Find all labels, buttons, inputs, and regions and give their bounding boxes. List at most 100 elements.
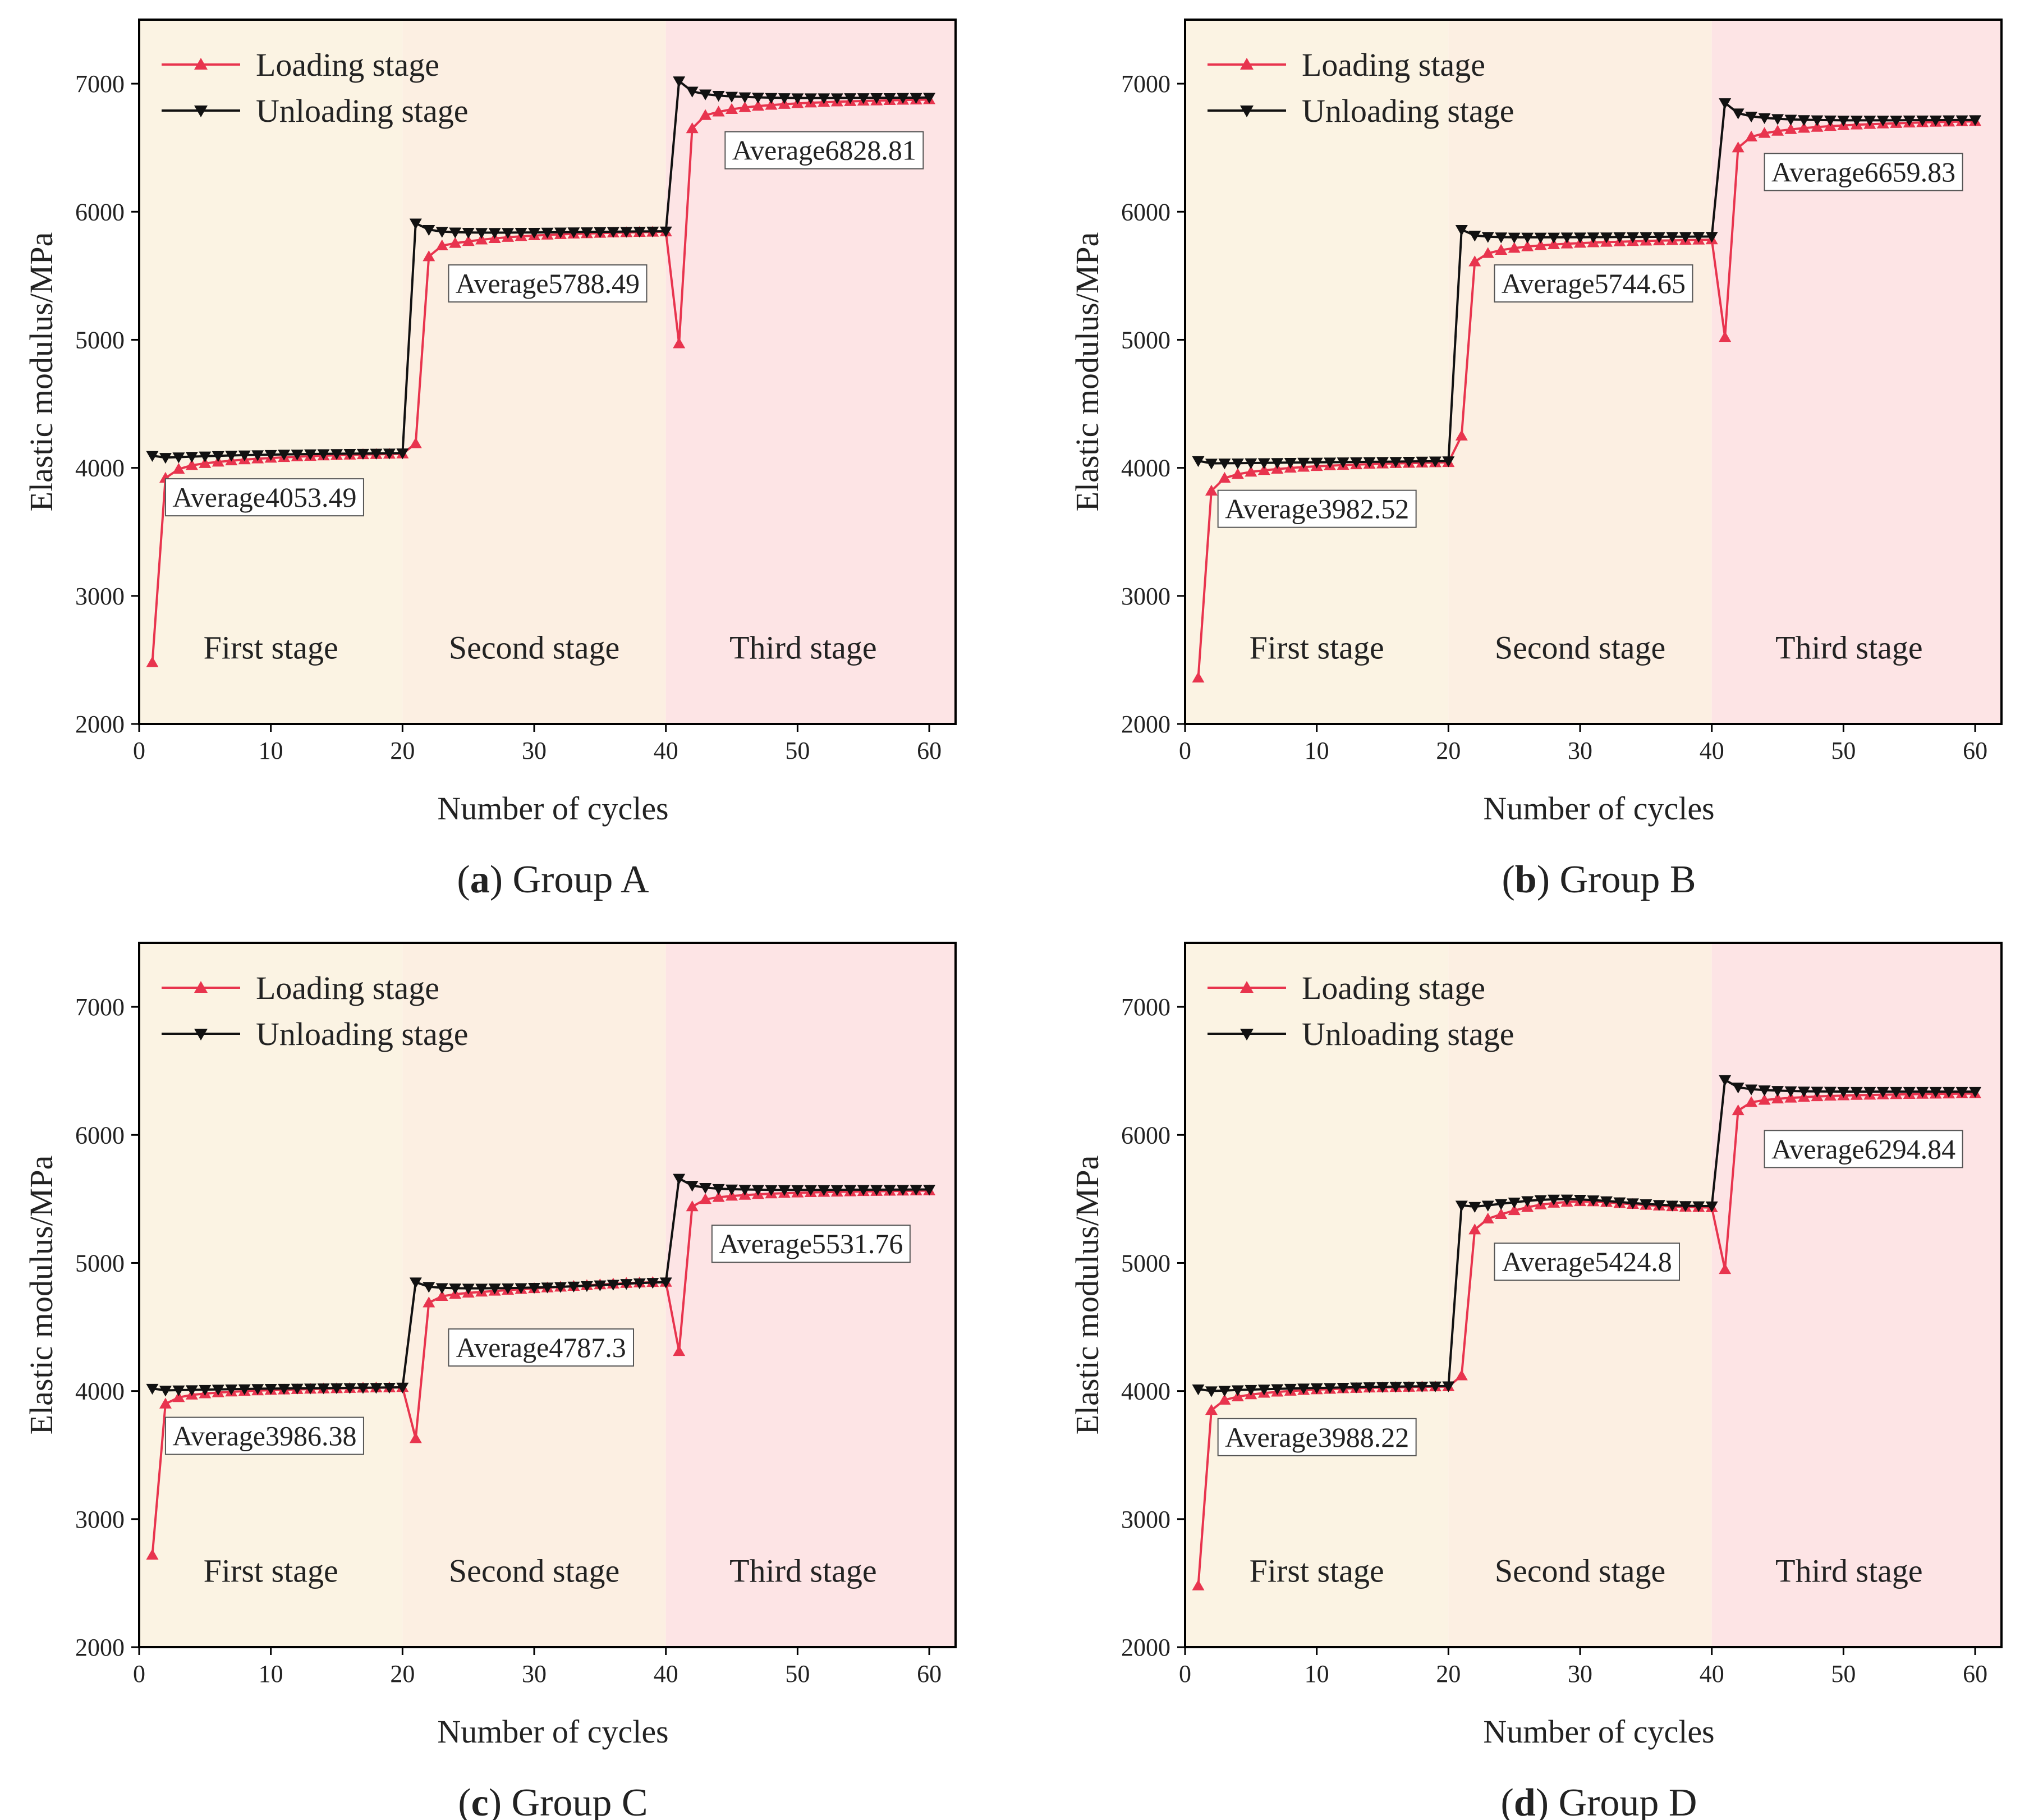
x-axis-title: Number of cycles — [1483, 1713, 1714, 1750]
data-point — [1652, 232, 1665, 243]
data-point — [712, 91, 725, 102]
y-tick-label: 7000 — [75, 993, 125, 1021]
data-point — [1758, 1085, 1771, 1097]
data-point — [580, 227, 593, 239]
y-tick-label: 5000 — [1121, 1249, 1170, 1277]
data-point — [225, 1384, 238, 1396]
x-tick-label: 40 — [1700, 737, 1724, 764]
data-point — [699, 1193, 712, 1204]
data-point — [435, 1283, 448, 1294]
average-box — [1217, 1418, 1417, 1456]
data-point — [238, 1384, 251, 1395]
data-point — [528, 227, 541, 239]
data-point — [1771, 125, 1784, 136]
data-point — [857, 93, 870, 104]
data-point — [1574, 1195, 1587, 1206]
data-point — [423, 1282, 435, 1293]
data-point — [199, 457, 212, 468]
legend-label: Loading stage — [1302, 970, 1485, 1006]
data-point — [146, 1548, 159, 1560]
data-point — [870, 93, 883, 104]
data-point — [804, 93, 817, 104]
data-point — [567, 227, 580, 239]
data-point — [1218, 1393, 1231, 1405]
data-point — [738, 92, 751, 103]
data-point — [475, 1283, 488, 1295]
x-axis-title: Number of cycles — [437, 790, 668, 827]
data-point — [1811, 115, 1824, 126]
data-point — [1442, 1381, 1455, 1392]
data-point — [1429, 456, 1441, 467]
data-point — [383, 448, 396, 460]
data-point — [1481, 1200, 1494, 1212]
data-point — [409, 437, 422, 448]
average-label: Average5744.65 — [1502, 268, 1686, 299]
data-point — [1231, 1385, 1244, 1396]
average-label: Average5531.76 — [719, 1228, 903, 1259]
average-box — [164, 478, 364, 517]
data-point — [1600, 232, 1613, 244]
y-tick-label: 6000 — [1121, 1121, 1170, 1149]
average-label: Average4053.49 — [172, 482, 356, 513]
panel-caption: (a) Group A — [457, 858, 649, 901]
data-point — [449, 227, 462, 239]
data-point — [1508, 242, 1521, 253]
data-point — [1468, 255, 1481, 267]
data-point — [1890, 116, 1903, 127]
data-point — [1455, 429, 1468, 441]
data-point — [1850, 1087, 1863, 1098]
data-point — [646, 1278, 659, 1289]
data-point — [1732, 108, 1744, 120]
data-point — [659, 1277, 672, 1289]
data-point — [1758, 127, 1771, 138]
data-point — [304, 1383, 317, 1395]
data-point — [594, 227, 607, 239]
data-point — [1679, 232, 1692, 243]
x-tick-label: 40 — [1700, 1660, 1724, 1688]
data-point — [1245, 1385, 1257, 1396]
data-point — [765, 93, 778, 104]
data-point — [1903, 1087, 1916, 1098]
stage-label: Third stage — [1775, 1553, 1923, 1589]
data-point — [1626, 232, 1639, 244]
x-tick-label: 10 — [259, 737, 283, 764]
data-point — [738, 101, 751, 112]
data-point — [594, 1280, 607, 1291]
data-point — [435, 239, 448, 250]
data-point — [1508, 232, 1521, 244]
average-box — [1494, 1243, 1680, 1281]
y-tick-label: 6000 — [1121, 198, 1170, 226]
data-point — [409, 218, 422, 230]
data-point — [291, 450, 304, 461]
y-tick-label: 5000 — [1121, 326, 1170, 354]
data-point — [1521, 240, 1534, 251]
data-point — [1824, 115, 1837, 127]
data-point — [620, 227, 633, 238]
data-point — [1218, 459, 1231, 470]
data-point — [1732, 141, 1744, 153]
average-label: Average6659.83 — [1771, 157, 1955, 188]
data-point — [844, 93, 857, 104]
data-point — [185, 459, 198, 470]
data-point — [1640, 232, 1652, 243]
data-point — [1337, 1382, 1349, 1394]
data-point — [1784, 123, 1797, 134]
data-point — [726, 103, 738, 114]
data-point — [1943, 115, 1955, 126]
data-point — [686, 122, 699, 134]
data-point — [1324, 457, 1337, 469]
data-point — [356, 1383, 369, 1394]
data-point — [435, 1290, 448, 1301]
legend-label: Loading stage — [256, 47, 439, 83]
data-point — [172, 452, 185, 464]
data-point — [1389, 1382, 1402, 1393]
legend-marker — [1240, 981, 1254, 993]
data-point — [870, 1185, 883, 1196]
data-point — [1771, 1086, 1784, 1097]
data-point — [278, 450, 291, 461]
data-point — [1548, 238, 1560, 249]
data-point — [712, 106, 725, 117]
x-tick-label: 20 — [1436, 737, 1461, 764]
data-point — [1257, 1385, 1270, 1396]
data-point — [1376, 1382, 1389, 1393]
